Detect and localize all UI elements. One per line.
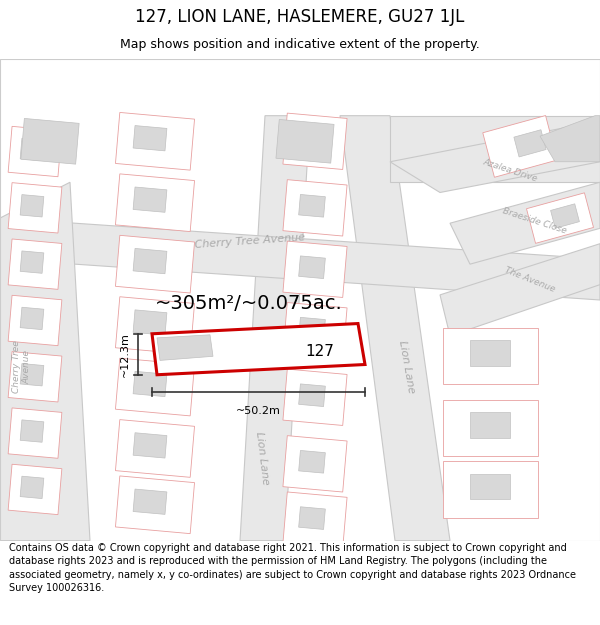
Polygon shape bbox=[299, 256, 325, 279]
Polygon shape bbox=[133, 371, 167, 397]
Polygon shape bbox=[283, 179, 347, 236]
Polygon shape bbox=[8, 464, 62, 514]
Polygon shape bbox=[299, 128, 325, 151]
Polygon shape bbox=[115, 174, 194, 232]
Polygon shape bbox=[0, 218, 600, 300]
Polygon shape bbox=[443, 461, 538, 518]
Polygon shape bbox=[551, 204, 580, 228]
Text: Cherry Tree
Avenue: Cherry Tree Avenue bbox=[12, 340, 32, 393]
Polygon shape bbox=[0, 182, 90, 541]
Polygon shape bbox=[20, 138, 44, 161]
Polygon shape bbox=[133, 187, 167, 213]
Polygon shape bbox=[8, 126, 62, 177]
Polygon shape bbox=[8, 182, 62, 233]
Polygon shape bbox=[133, 489, 167, 514]
Polygon shape bbox=[20, 364, 44, 386]
Polygon shape bbox=[283, 492, 347, 548]
Polygon shape bbox=[440, 244, 600, 336]
Polygon shape bbox=[299, 318, 325, 340]
Text: 127: 127 bbox=[305, 344, 334, 359]
Text: ~12.3m: ~12.3m bbox=[120, 332, 130, 377]
Text: The Avenue: The Avenue bbox=[503, 265, 557, 294]
Text: ~305m²/~0.075ac.: ~305m²/~0.075ac. bbox=[155, 294, 343, 312]
Polygon shape bbox=[20, 194, 44, 217]
Polygon shape bbox=[8, 352, 62, 402]
Polygon shape bbox=[20, 308, 44, 329]
Polygon shape bbox=[20, 476, 44, 499]
Polygon shape bbox=[340, 116, 450, 541]
Polygon shape bbox=[283, 241, 347, 298]
Text: Map shows position and indicative extent of the property.: Map shows position and indicative extent… bbox=[120, 38, 480, 51]
Polygon shape bbox=[283, 436, 347, 492]
Polygon shape bbox=[283, 113, 347, 169]
Polygon shape bbox=[115, 358, 194, 416]
Polygon shape bbox=[133, 249, 167, 274]
Polygon shape bbox=[299, 194, 325, 217]
Text: Contains OS data © Crown copyright and database right 2021. This information is : Contains OS data © Crown copyright and d… bbox=[9, 543, 576, 592]
Polygon shape bbox=[470, 474, 510, 499]
Polygon shape bbox=[443, 400, 538, 456]
Polygon shape bbox=[115, 112, 194, 170]
Text: Azalea Drive: Azalea Drive bbox=[482, 157, 538, 183]
Polygon shape bbox=[152, 324, 365, 375]
Polygon shape bbox=[299, 507, 325, 529]
Text: Lion Lane: Lion Lane bbox=[254, 431, 270, 486]
Polygon shape bbox=[20, 251, 44, 273]
Polygon shape bbox=[390, 116, 600, 182]
Polygon shape bbox=[133, 126, 167, 151]
Text: Lion Lane: Lion Lane bbox=[397, 339, 416, 394]
Polygon shape bbox=[115, 476, 194, 534]
Polygon shape bbox=[450, 182, 600, 264]
Polygon shape bbox=[470, 341, 510, 366]
Polygon shape bbox=[115, 236, 194, 293]
Polygon shape bbox=[283, 369, 347, 426]
Text: 127, LION LANE, HASLEMERE, GU27 1JL: 127, LION LANE, HASLEMERE, GU27 1JL bbox=[136, 8, 464, 26]
Text: Cherry Tree Avenue: Cherry Tree Avenue bbox=[194, 232, 305, 251]
Polygon shape bbox=[283, 302, 347, 359]
Polygon shape bbox=[526, 193, 593, 243]
Text: ~50.2m: ~50.2m bbox=[236, 406, 281, 416]
Polygon shape bbox=[276, 119, 334, 163]
Polygon shape bbox=[540, 116, 600, 162]
Polygon shape bbox=[115, 297, 194, 354]
Polygon shape bbox=[390, 121, 600, 192]
Polygon shape bbox=[299, 384, 325, 406]
Polygon shape bbox=[157, 335, 213, 361]
Polygon shape bbox=[8, 408, 62, 458]
Polygon shape bbox=[20, 420, 44, 442]
Polygon shape bbox=[133, 432, 167, 458]
Polygon shape bbox=[299, 451, 325, 473]
Polygon shape bbox=[115, 419, 194, 478]
Polygon shape bbox=[8, 295, 62, 346]
Polygon shape bbox=[133, 310, 167, 335]
Polygon shape bbox=[21, 118, 79, 164]
Polygon shape bbox=[8, 239, 62, 289]
Text: Braeside Close: Braeside Close bbox=[502, 207, 568, 236]
Polygon shape bbox=[240, 116, 310, 541]
Polygon shape bbox=[443, 328, 538, 384]
Polygon shape bbox=[483, 116, 557, 178]
Polygon shape bbox=[470, 412, 510, 437]
Polygon shape bbox=[514, 130, 546, 157]
